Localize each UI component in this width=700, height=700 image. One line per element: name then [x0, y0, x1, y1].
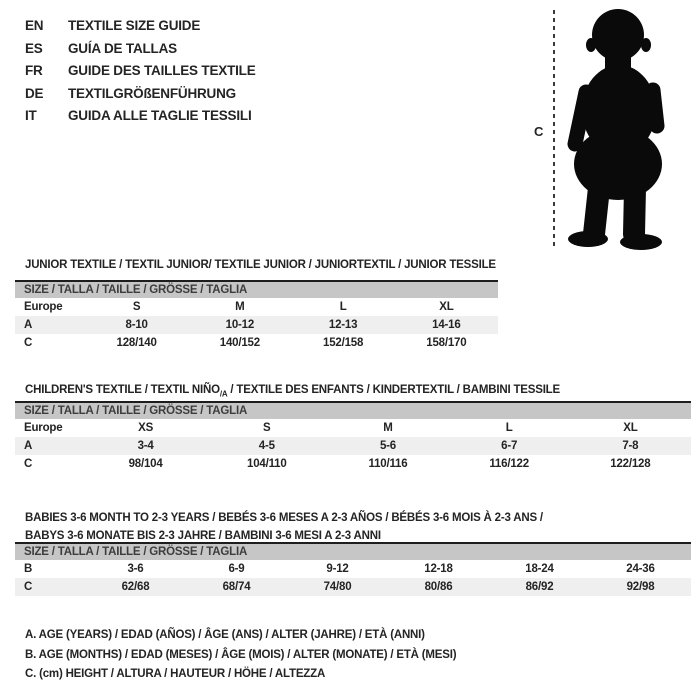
- months-cell: 6-9: [228, 563, 245, 575]
- language-code: EN: [25, 18, 44, 33]
- size-header-bar: SIZE / TALLA / TAILLE / GRÖSSE / TAGLIA: [15, 282, 498, 298]
- language-code: FR: [25, 63, 43, 78]
- height-cell: 68/74: [222, 581, 251, 593]
- children-title-pre: CHILDREN'S TEXTILE / TEXTIL NIÑO: [25, 383, 220, 396]
- table-row-europe: Europe S M L XL: [15, 298, 498, 316]
- row-label: B: [24, 563, 33, 575]
- table-row-europe: Europe XS S M L XL: [15, 419, 691, 437]
- age-cell: 14-16: [432, 319, 461, 331]
- size-cell: S: [132, 301, 141, 313]
- height-cell: 104/110: [247, 458, 287, 470]
- row-label: C: [24, 581, 33, 593]
- height-cell: 74/80: [323, 581, 352, 593]
- size-cell: XL: [623, 422, 638, 434]
- months-cell: 18-24: [525, 563, 554, 575]
- size-cell: S: [263, 422, 271, 434]
- size-header-bar: SIZE / TALLA / TAILLE / GRÖSSE / TAGLIA: [15, 544, 691, 560]
- table-row-height: C 62/68 68/74 74/80 80/86 86/92 92/98: [15, 578, 691, 596]
- months-cell: 24-36: [626, 563, 655, 575]
- legend-note-c: C. (cm) HEIGHT / ALTURA / HAUTEUR / HÖHE…: [25, 668, 326, 680]
- height-measure-dashed-line: [553, 10, 555, 247]
- junior-section-title: JUNIOR TEXTILE / TEXTIL JUNIOR/ TEXTILE …: [25, 258, 496, 271]
- table-row-height: C 128/140 140/152 152/158 158/170: [15, 334, 498, 352]
- legend-note-a: A. AGE (YEARS) / EDAD (AÑOS) / ÂGE (ANS)…: [25, 629, 425, 641]
- guide-title-it: GUIDA ALLE TAGLIE TESSILI: [68, 108, 252, 123]
- table-row-age: A 3-4 4-5 5-6 6-7 7-8: [15, 437, 691, 455]
- size-cell: XL: [439, 301, 454, 313]
- height-cell: 98/104: [128, 458, 163, 470]
- children-title-post: / TEXTILE DES ENFANTS / KINDERTEXTIL / B…: [227, 383, 560, 396]
- height-cell: 158/170: [426, 337, 467, 349]
- age-cell: 7-8: [622, 440, 639, 452]
- babies-title-line2: BABYS 3-6 MONATE BIS 2-3 JAHRE / BAMBINI…: [25, 529, 381, 542]
- months-cell: 3-6: [127, 563, 144, 575]
- height-cell: 128/140: [116, 337, 157, 349]
- children-section-title: CHILDREN'S TEXTILE / TEXTIL NIÑO/A / TEX…: [25, 381, 560, 403]
- months-cell: 12-18: [424, 563, 453, 575]
- language-row-es: ES GUÍA DE TALLAS: [25, 38, 256, 61]
- table-row-height: C 98/104 104/110 110/116 116/122 122/128: [15, 455, 691, 473]
- row-label: Europe: [24, 301, 63, 313]
- language-row-de: DE TEXTILGRÖßENFÜHRUNG: [25, 83, 256, 106]
- guide-title-de: TEXTILGRÖßENFÜHRUNG: [68, 85, 236, 101]
- toddler-silhouette-icon: [567, 9, 665, 250]
- language-title-list: EN TEXTILE SIZE GUIDE ES GUÍA DE TALLAS …: [25, 15, 256, 128]
- age-cell: 12-13: [328, 319, 358, 331]
- children-title-sub: /A: [219, 388, 228, 398]
- row-label: Europe: [24, 422, 63, 434]
- height-cell: 140/152: [219, 337, 260, 349]
- babies-size-table: SIZE / TALLA / TAILLE / GRÖSSE / TAGLIA …: [15, 542, 691, 596]
- language-code: IT: [25, 108, 37, 123]
- guide-title-es: GUÍA DE TALLAS: [68, 40, 177, 56]
- height-cell: 92/98: [626, 581, 655, 593]
- guide-title-fr: GUIDE DES TAILLES TEXTILE: [68, 63, 256, 78]
- height-cell: 116/122: [489, 458, 529, 470]
- language-code: ES: [25, 40, 43, 56]
- size-cell: L: [339, 301, 347, 313]
- table-row-months: B 3-6 6-9 9-12 12-18 18-24 24-36: [15, 560, 691, 578]
- legend-notes: A. AGE (YEARS) / EDAD (AÑOS) / ÂGE (ANS)…: [25, 626, 457, 685]
- height-cell: 110/116: [368, 458, 408, 470]
- age-cell: 6-7: [501, 440, 518, 452]
- age-cell: 10-12: [225, 319, 255, 331]
- row-label: A: [24, 319, 33, 331]
- size-cell: L: [505, 422, 513, 434]
- height-cell: 80/86: [424, 581, 453, 593]
- language-row-en: EN TEXTILE SIZE GUIDE: [25, 15, 256, 38]
- age-cell: 8-10: [125, 319, 148, 331]
- size-cell: XS: [138, 422, 154, 434]
- table-row-age: A 8-10 10-12 12-13 14-16: [15, 316, 498, 334]
- children-size-table: SIZE / TALLA / TAILLE / GRÖSSE / TAGLIA …: [15, 401, 691, 473]
- height-cell: 62/68: [121, 581, 150, 593]
- height-cell: 86/92: [525, 581, 554, 593]
- row-label: C: [24, 337, 33, 349]
- age-cell: 4-5: [258, 440, 275, 452]
- babies-section-title: BABIES 3-6 MONTH TO 2-3 YEARS / BEBÉS 3-…: [25, 509, 543, 545]
- size-cell: M: [235, 301, 245, 313]
- height-measure-label: C: [534, 124, 544, 139]
- height-cell: 122/128: [610, 458, 651, 470]
- language-row-fr: FR GUIDE DES TAILLES TEXTILE: [25, 60, 256, 83]
- row-label: A: [24, 440, 33, 452]
- size-header-bar: SIZE / TALLA / TAILLE / GRÖSSE / TAGLIA: [15, 403, 691, 419]
- legend-note-b: B. AGE (MONTHS) / EDAD (MESES) / ÂGE (MO…: [25, 648, 457, 661]
- babies-title-line1: BABIES 3-6 MONTH TO 2-3 YEARS / BEBÉS 3-…: [25, 511, 543, 524]
- size-cell: M: [383, 422, 393, 434]
- language-row-it: IT GUIDA ALLE TAGLIE TESSILI: [25, 105, 256, 128]
- age-cell: 3-4: [137, 440, 154, 452]
- months-cell: 9-12: [326, 563, 349, 575]
- language-code: DE: [25, 85, 44, 101]
- guide-title-en: TEXTILE SIZE GUIDE: [68, 18, 201, 33]
- junior-size-table: SIZE / TALLA / TAILLE / GRÖSSE / TAGLIA …: [15, 280, 498, 352]
- height-cell: 152/158: [323, 337, 364, 349]
- row-label: C: [24, 458, 33, 470]
- age-cell: 5-6: [379, 440, 396, 452]
